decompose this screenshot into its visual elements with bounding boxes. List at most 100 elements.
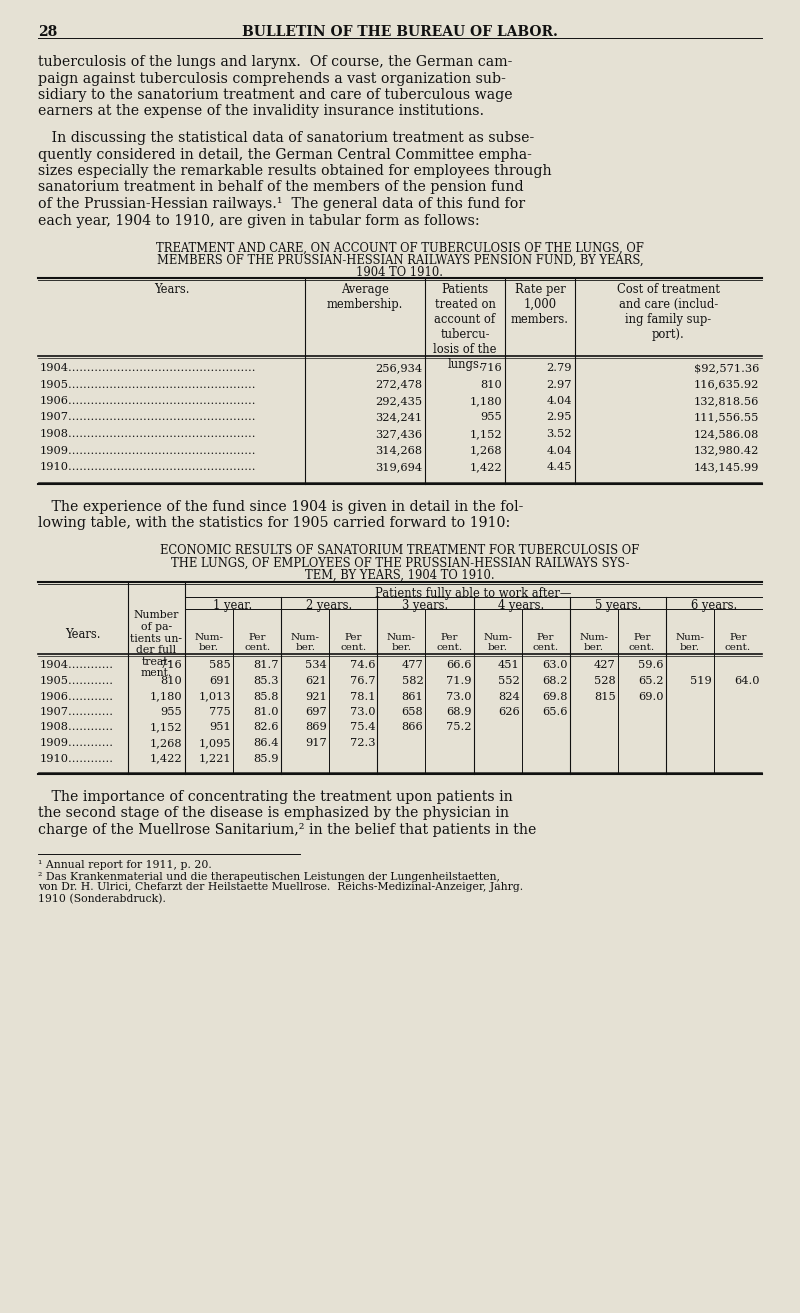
- Text: 4.04: 4.04: [546, 445, 572, 456]
- Text: 1,268: 1,268: [470, 445, 502, 456]
- Text: TEM, BY YEARS, 1904 TO 1910.: TEM, BY YEARS, 1904 TO 1910.: [305, 569, 495, 582]
- Text: 65.6: 65.6: [542, 706, 568, 717]
- Text: 319,694: 319,694: [375, 462, 422, 471]
- Text: 1,422: 1,422: [470, 462, 502, 471]
- Text: ECONOMIC RESULTS OF SANATORIUM TREATMENT FOR TUBERCULOSIS OF: ECONOMIC RESULTS OF SANATORIUM TREATMENT…: [160, 545, 640, 558]
- Text: 73.0: 73.0: [350, 706, 375, 717]
- Text: 68.9: 68.9: [446, 706, 471, 717]
- Text: 256,934: 256,934: [375, 362, 422, 373]
- Text: 69.8: 69.8: [542, 692, 568, 701]
- Text: 86.4: 86.4: [254, 738, 279, 748]
- Text: 1905..................................................: 1905....................................…: [40, 379, 257, 390]
- Text: Per
cent.: Per cent.: [244, 633, 270, 651]
- Text: 314,268: 314,268: [375, 445, 422, 456]
- Text: 1907..................................................: 1907....................................…: [40, 412, 257, 423]
- Text: 28: 28: [38, 25, 58, 39]
- Text: 6 years.: 6 years.: [690, 599, 737, 612]
- Text: 2 years.: 2 years.: [306, 599, 352, 612]
- Text: 124,586.08: 124,586.08: [694, 429, 759, 439]
- Text: 1909............: 1909............: [40, 738, 114, 748]
- Text: each year, 1904 to 1910, are given in tabular form as follows:: each year, 1904 to 1910, are given in ta…: [38, 214, 480, 227]
- Text: Per
cent.: Per cent.: [629, 633, 655, 651]
- Text: 59.6: 59.6: [638, 660, 664, 671]
- Text: quently considered in detail, the German Central Committee empha-: quently considered in detail, the German…: [38, 147, 532, 161]
- Text: 1,095: 1,095: [198, 738, 231, 748]
- Text: tuberculosis of the lungs and larynx.  Of course, the German cam-: tuberculosis of the lungs and larynx. Of…: [38, 55, 512, 70]
- Text: 1,152: 1,152: [470, 429, 502, 439]
- Text: 691: 691: [210, 676, 231, 685]
- Text: Patients
treated on
account of
tubercu-
losis of the
lungs.: Patients treated on account of tubercu- …: [434, 284, 497, 372]
- Text: 1905............: 1905............: [40, 676, 114, 685]
- Text: 81.0: 81.0: [254, 706, 279, 717]
- Text: Years.: Years.: [66, 629, 101, 642]
- Text: Num-
ber.: Num- ber.: [194, 633, 223, 651]
- Text: 585: 585: [210, 660, 231, 671]
- Text: Years.: Years.: [154, 284, 190, 295]
- Text: 63.0: 63.0: [542, 660, 568, 671]
- Text: 534: 534: [306, 660, 327, 671]
- Text: 1,180: 1,180: [470, 397, 502, 406]
- Text: 921: 921: [306, 692, 327, 701]
- Text: 1907............: 1907............: [40, 706, 114, 717]
- Text: 810: 810: [480, 379, 502, 390]
- Text: 955: 955: [160, 706, 182, 717]
- Text: the second stage of the disease is emphasized by the physician in: the second stage of the disease is empha…: [38, 806, 509, 821]
- Text: 85.3: 85.3: [254, 676, 279, 685]
- Text: 111,556.55: 111,556.55: [694, 412, 759, 423]
- Text: BULLETIN OF THE BUREAU OF LABOR.: BULLETIN OF THE BUREAU OF LABOR.: [242, 25, 558, 39]
- Text: sizes especially the remarkable results obtained for employees through: sizes especially the remarkable results …: [38, 164, 552, 179]
- Text: 1,180: 1,180: [150, 692, 182, 701]
- Text: 75.2: 75.2: [446, 722, 471, 733]
- Text: 75.4: 75.4: [350, 722, 375, 733]
- Text: Patients fully able to work after—: Patients fully able to work after—: [375, 587, 572, 600]
- Text: 815: 815: [594, 692, 616, 701]
- Text: 4 years.: 4 years.: [498, 599, 545, 612]
- Text: paign against tuberculosis comprehends a vast organization sub-: paign against tuberculosis comprehends a…: [38, 71, 506, 85]
- Text: 955: 955: [480, 412, 502, 423]
- Text: 76.7: 76.7: [350, 676, 375, 685]
- Text: 272,478: 272,478: [375, 379, 422, 390]
- Text: 5 years.: 5 years.: [594, 599, 641, 612]
- Text: 552: 552: [498, 676, 519, 685]
- Text: Num-
ber.: Num- ber.: [483, 633, 512, 651]
- Text: 116,635.92: 116,635.92: [694, 379, 759, 390]
- Text: Number
of pa-
tients un-
der full
treat-
ment.: Number of pa- tients un- der full treat-…: [130, 611, 182, 679]
- Text: 292,435: 292,435: [375, 397, 422, 406]
- Text: 3 years.: 3 years.: [402, 599, 449, 612]
- Text: 65.2: 65.2: [638, 676, 664, 685]
- Text: sanatorium treatment in behalf of the members of the pension fund: sanatorium treatment in behalf of the me…: [38, 180, 524, 194]
- Text: $92,571.36: $92,571.36: [694, 362, 759, 373]
- Text: 1908............: 1908............: [40, 722, 114, 733]
- Text: MEMBERS OF THE PRUSSIAN-HESSIAN RAILWAYS PENSION FUND, BY YEARS,: MEMBERS OF THE PRUSSIAN-HESSIAN RAILWAYS…: [157, 253, 643, 267]
- Text: of the Prussian-Hessian railways.¹  The general data of this fund for: of the Prussian-Hessian railways.¹ The g…: [38, 197, 525, 211]
- Text: 1,221: 1,221: [198, 754, 231, 763]
- Text: 132,818.56: 132,818.56: [694, 397, 759, 406]
- Text: Rate per
1,000
members.: Rate per 1,000 members.: [511, 284, 569, 326]
- Text: 324,241: 324,241: [375, 412, 422, 423]
- Text: 2.97: 2.97: [546, 379, 572, 390]
- Text: 582: 582: [402, 676, 423, 685]
- Text: 917: 917: [306, 738, 327, 748]
- Text: 132,980.42: 132,980.42: [694, 445, 759, 456]
- Text: 143,145.99: 143,145.99: [694, 462, 759, 471]
- Text: 1910..................................................: 1910....................................…: [40, 462, 257, 471]
- Text: 68.2: 68.2: [542, 676, 568, 685]
- Text: The importance of concentrating the treatment upon patients in: The importance of concentrating the trea…: [38, 790, 513, 804]
- Text: Num-
ber.: Num- ber.: [290, 633, 320, 651]
- Text: 427: 427: [594, 660, 616, 671]
- Text: 1906............: 1906............: [40, 692, 114, 701]
- Text: 861: 861: [402, 692, 423, 701]
- Text: 1904..................................................: 1904....................................…: [40, 362, 257, 373]
- Text: 528: 528: [594, 676, 616, 685]
- Text: 824: 824: [498, 692, 519, 701]
- Text: 4.45: 4.45: [546, 462, 572, 471]
- Text: 1910 (Sonderabdruck).: 1910 (Sonderabdruck).: [38, 894, 166, 903]
- Text: earners at the expense of the invalidity insurance institutions.: earners at the expense of the invalidity…: [38, 105, 484, 118]
- Text: 74.6: 74.6: [350, 660, 375, 671]
- Text: 451: 451: [498, 660, 519, 671]
- Text: ¹ Annual report for 1911, p. 20.: ¹ Annual report for 1911, p. 20.: [38, 860, 212, 871]
- Text: 621: 621: [306, 676, 327, 685]
- Text: 69.0: 69.0: [638, 692, 664, 701]
- Text: The experience of the fund since 1904 is given in detail in the fol-: The experience of the fund since 1904 is…: [38, 499, 523, 513]
- Text: 82.6: 82.6: [254, 722, 279, 733]
